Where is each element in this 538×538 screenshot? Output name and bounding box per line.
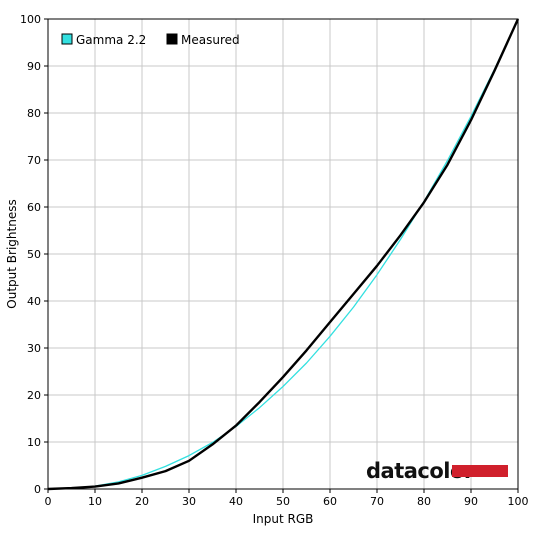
legend-label-gamma: Gamma 2.2 — [76, 33, 146, 47]
x-tick-label: 90 — [464, 495, 478, 508]
y-tick-label: 10 — [27, 436, 41, 449]
y-tick-label: 90 — [27, 60, 41, 73]
y-tick-label: 80 — [27, 107, 41, 120]
x-tick-label: 40 — [229, 495, 243, 508]
y-tick-label: 0 — [34, 483, 41, 496]
series-line-measured — [47, 18, 520, 491]
axis-ticks: 0 10 20 30 40 50 60 70 80 90 100 0 10 20 30 40 50 60 70 80 9… — [20, 13, 529, 508]
x-axis-title: Input RGB — [253, 512, 314, 526]
legend: Gamma 2.2 Measured — [61, 33, 240, 47]
legend-label-measured: Measured — [181, 33, 240, 47]
series-lines — [47, 18, 520, 491]
y-tick-label: 30 — [27, 342, 41, 355]
y-tick-label: 40 — [27, 295, 41, 308]
series-line-gamma-2-2 — [47, 18, 519, 490]
grid — [47, 18, 519, 490]
legend-swatch-gamma — [61, 33, 73, 45]
x-tick-label: 10 — [88, 495, 102, 508]
x-tick-label: 70 — [370, 495, 384, 508]
x-tick-label: 20 — [135, 495, 149, 508]
y-axis-title: Output Brightness — [5, 199, 19, 308]
x-tick-label: 60 — [323, 495, 337, 508]
y-tick-label: 20 — [27, 389, 41, 402]
x-tick-label: 0 — [45, 495, 52, 508]
y-tick-label: 60 — [27, 201, 41, 214]
x-tick-label: 50 — [276, 495, 290, 508]
datacolor-watermark: datacolor — [366, 459, 508, 483]
x-tick-label: 100 — [508, 495, 529, 508]
y-tick-label: 50 — [27, 248, 41, 261]
legend-swatch-measured — [166, 33, 178, 45]
y-tick-label: 70 — [27, 154, 41, 167]
x-tick-label: 80 — [417, 495, 431, 508]
x-tick-label: 30 — [182, 495, 196, 508]
watermark-bar — [452, 465, 508, 477]
y-tick-label: 100 — [20, 13, 41, 26]
